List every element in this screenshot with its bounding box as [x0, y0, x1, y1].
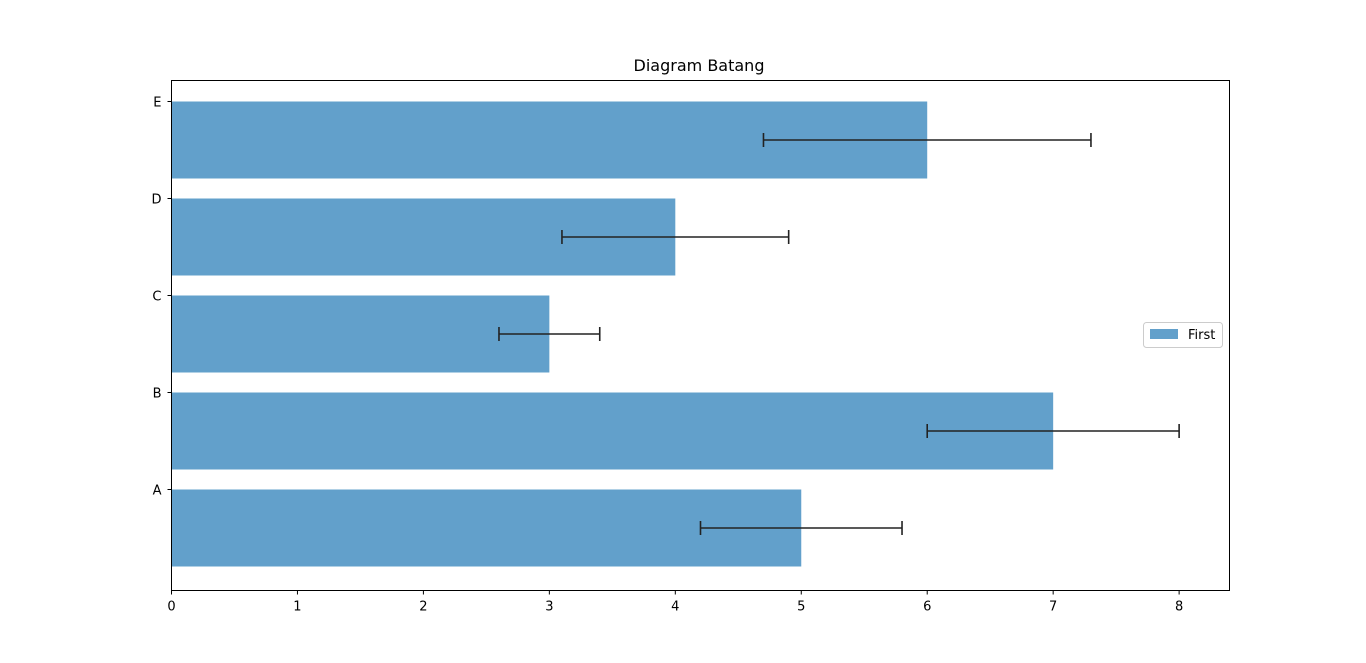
- x-tick-label-3: 3: [545, 600, 553, 615]
- x-tick-label-7: 7: [1049, 600, 1057, 615]
- legend-box: [1143, 322, 1223, 348]
- plot-frame: [171, 80, 1230, 591]
- x-tick-label-0: 0: [167, 600, 175, 615]
- y-axis: A B C D E: [151, 96, 172, 499]
- x-tick-label-4: 4: [671, 600, 679, 615]
- y-tick-label-E: E: [153, 96, 161, 111]
- y-tick-label-B: B: [153, 387, 162, 402]
- y-tick-label-A: A: [153, 484, 162, 499]
- x-tick-label-6: 6: [923, 600, 931, 615]
- bar-A: [171, 489, 802, 567]
- y-tick-label-D: D: [151, 193, 161, 208]
- x-tick-label-1: 1: [293, 600, 301, 615]
- x-tick-label-5: 5: [797, 600, 805, 615]
- error-bar-C: [498, 327, 601, 341]
- error-bar-A: [699, 521, 903, 535]
- error-bar-D: [561, 230, 790, 244]
- chart-title: Diagram Batang: [634, 56, 765, 75]
- bars-layer: [171, 101, 1054, 567]
- bar-C: [171, 295, 550, 373]
- legend: First: [1143, 322, 1223, 348]
- error-bar-B: [926, 424, 1180, 438]
- bar-B: [171, 392, 1054, 470]
- y-tick-label-C: C: [152, 290, 161, 305]
- x-tick-label-2: 2: [419, 600, 427, 615]
- legend-label: First: [1188, 328, 1215, 343]
- x-axis: 0 1 2 3 4 5 6 7 8: [167, 590, 1183, 615]
- legend-swatch: [1150, 329, 1178, 339]
- error-bar-E: [762, 133, 1092, 147]
- x-tick-label-8: 8: [1175, 600, 1183, 615]
- error-bars-layer: [498, 133, 1180, 535]
